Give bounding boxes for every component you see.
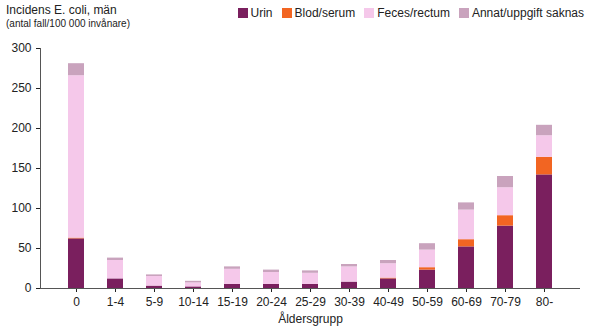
svg-text:Åldersgrupp: Åldersgrupp bbox=[278, 311, 343, 326]
html-text:Incidens E. coli, män: Incidens E. coli, män bbox=[6, 3, 117, 17]
svg-text:250: 250 bbox=[11, 81, 31, 95]
svg-text:0: 0 bbox=[73, 295, 80, 309]
svg-text:15-19: 15-19 bbox=[217, 295, 248, 309]
svg-text:60-69: 60-69 bbox=[451, 295, 482, 309]
svg-text:70-79: 70-79 bbox=[490, 295, 521, 309]
svg-text:100: 100 bbox=[11, 201, 31, 215]
svg-text:50-59: 50-59 bbox=[412, 295, 443, 309]
svg-text:20-24: 20-24 bbox=[256, 295, 287, 309]
html-text:Feces/rectum: Feces/rectum bbox=[377, 6, 450, 20]
svg-text:5-9: 5-9 bbox=[146, 295, 164, 309]
svg-text:0: 0 bbox=[25, 281, 32, 295]
html-text:Urin: Urin bbox=[250, 6, 273, 20]
html-text:(antal fall/100 000 invånare): (antal fall/100 000 invånare) bbox=[6, 17, 130, 29]
svg-text:200: 200 bbox=[11, 121, 31, 135]
svg-text:1-4: 1-4 bbox=[107, 295, 125, 309]
svg-text:50: 50 bbox=[18, 241, 32, 255]
html-text:Annat/uppgift saknas: Annat/uppgift saknas bbox=[471, 6, 584, 20]
svg-text:25-29: 25-29 bbox=[295, 295, 326, 309]
html-text:Blod/serum: Blod/serum bbox=[294, 6, 356, 20]
svg-text:30-39: 30-39 bbox=[334, 295, 365, 309]
svg-text:40-49: 40-49 bbox=[373, 295, 404, 309]
svg-text:10-14: 10-14 bbox=[178, 295, 209, 309]
svg-text:300: 300 bbox=[11, 42, 31, 55]
svg-text:80-: 80- bbox=[536, 295, 553, 309]
svg-text:150: 150 bbox=[11, 161, 31, 175]
